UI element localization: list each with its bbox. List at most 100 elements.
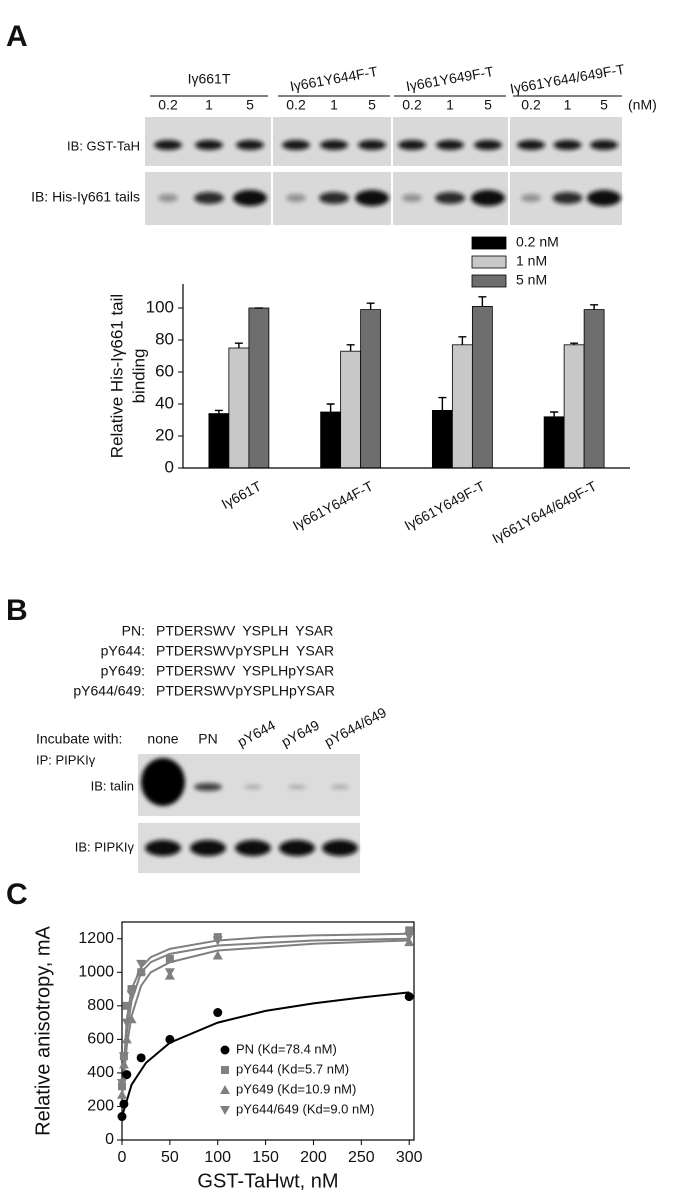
legend-label: 5 nM xyxy=(516,272,547,288)
point xyxy=(165,954,174,963)
concentration-label: 0.2 xyxy=(521,97,541,113)
x-tick-label: 250 xyxy=(348,1149,375,1166)
band xyxy=(435,192,465,204)
y-tick-label: 400 xyxy=(87,1064,114,1081)
group-label: Iγ661Y649F-T xyxy=(405,63,496,94)
band xyxy=(145,840,181,856)
x-tick-label: Iγ661Y644F-T xyxy=(290,478,376,534)
band xyxy=(282,140,310,150)
point xyxy=(213,1008,223,1018)
y-axis-label: binding xyxy=(129,349,148,404)
legend-label: pY644/649 (Kd=9.0 nM) xyxy=(236,1101,374,1116)
x-tick-label: Iγ661Y644/649F-T xyxy=(489,478,599,547)
point xyxy=(121,1034,132,1044)
error-bar xyxy=(214,409,223,414)
band xyxy=(552,192,583,204)
bar xyxy=(208,413,230,469)
y-tick-label: 100 xyxy=(146,297,174,316)
legend-label: 1 nM xyxy=(516,253,547,269)
bar xyxy=(431,409,453,469)
group-label: Iγ661T xyxy=(188,71,231,87)
y-axis-label: Relative His-Iγ661 tail xyxy=(107,294,126,458)
band xyxy=(288,785,306,789)
concentration-label: 1 xyxy=(446,97,454,113)
group-label: Iγ661Y644F-T xyxy=(289,63,380,94)
sequence-segment: pY xyxy=(235,683,253,699)
sequence-segment: SAR xyxy=(306,683,335,699)
plot-frame xyxy=(121,921,415,1141)
band xyxy=(358,140,386,150)
x-tick-label: 100 xyxy=(204,1149,231,1166)
legend-label: pY644 (Kd=5.7 nM) xyxy=(236,1061,349,1076)
panel-label: B xyxy=(6,594,28,627)
band xyxy=(398,140,426,150)
concentration-label: 5 xyxy=(246,97,254,113)
band xyxy=(194,783,222,791)
point xyxy=(136,965,147,975)
y-tick-label: 600 xyxy=(87,1031,114,1048)
point xyxy=(165,1034,175,1044)
lane-label: pY644 xyxy=(235,717,278,750)
bar xyxy=(451,344,473,469)
legend-label: PN (Kd=78.4 nM) xyxy=(236,1041,337,1056)
concentration-label: 0.2 xyxy=(158,97,178,113)
row-label: IB: His-Iγ661 tails xyxy=(31,189,140,205)
band xyxy=(320,140,348,150)
point xyxy=(127,985,136,994)
x-tick-label: 300 xyxy=(396,1149,423,1166)
legend-marker xyxy=(220,1106,230,1115)
sequence-label: PN: xyxy=(122,623,145,639)
error-bar xyxy=(234,342,243,348)
y-tick-label: 60 xyxy=(155,361,174,380)
band xyxy=(279,840,315,856)
lane-label: pY649 xyxy=(279,717,322,750)
error-bar xyxy=(366,302,375,310)
band xyxy=(190,840,226,856)
row-label: IB: GST-TaH xyxy=(67,138,140,153)
band xyxy=(233,190,267,206)
error-bar xyxy=(458,336,467,345)
point xyxy=(122,1001,131,1010)
legend-swatch xyxy=(471,236,507,250)
point xyxy=(136,1053,146,1063)
sequence-segment: PTDERSWV xyxy=(156,683,236,699)
point xyxy=(136,959,147,969)
point xyxy=(117,1112,127,1122)
bar xyxy=(583,309,605,469)
incubate-label: Incubate with: xyxy=(36,731,122,747)
band xyxy=(322,840,358,856)
error-bar xyxy=(550,411,559,417)
x-axis-label: GST-TaHwt, nM xyxy=(197,1170,338,1192)
sequence-segment: PTDERSWV xyxy=(156,623,236,639)
sequence-segment: YSAR xyxy=(296,643,334,659)
band xyxy=(141,758,185,806)
x-tick-label: Iγ661Y649F-T xyxy=(402,478,488,534)
point xyxy=(404,932,415,942)
point xyxy=(119,1099,129,1109)
sequence-segment: SAR xyxy=(305,663,334,679)
y-tick-label: 20 xyxy=(155,425,174,444)
sequence-segment: PTDERSWV xyxy=(156,663,236,679)
group-label: Iγ661Y644/649F-T xyxy=(509,61,626,97)
lane-label: none xyxy=(147,731,178,747)
band xyxy=(590,140,618,150)
error-bar xyxy=(346,344,355,352)
sequence-segment: pY xyxy=(235,643,253,659)
error-bar xyxy=(478,296,487,307)
band xyxy=(471,190,505,206)
fit-curve xyxy=(121,939,410,1099)
bar xyxy=(543,416,565,469)
point xyxy=(404,937,415,947)
error-bar xyxy=(438,396,447,411)
point xyxy=(117,1089,127,1099)
sequence-label: pY644: xyxy=(101,643,145,659)
band xyxy=(474,140,502,150)
error-bar xyxy=(590,304,599,310)
y-tick-label: 200 xyxy=(87,1098,114,1115)
band xyxy=(195,140,223,150)
y-tick-label: 800 xyxy=(87,997,114,1014)
ip-label: IP: PIPKIγ xyxy=(36,752,96,767)
point xyxy=(118,1059,129,1069)
point xyxy=(212,936,223,946)
